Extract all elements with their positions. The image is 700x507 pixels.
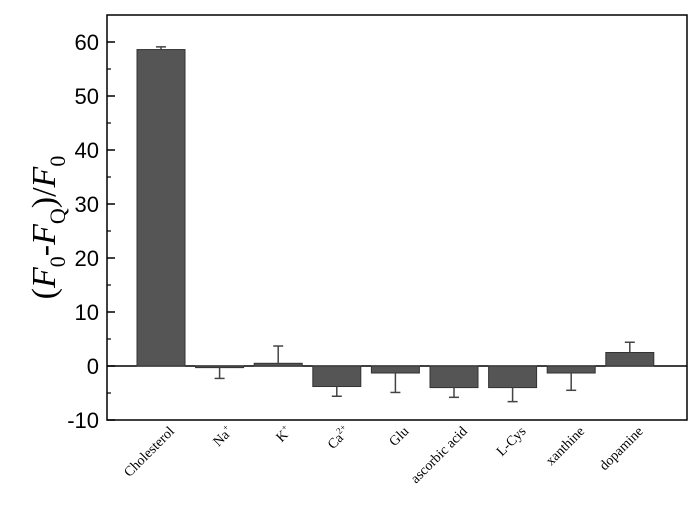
y-tick-label: 0 (87, 354, 99, 379)
category-label: xanthine (543, 424, 588, 469)
y-tick-label: -10 (67, 408, 99, 433)
y-tick-label: 50 (75, 84, 99, 109)
bar (136, 49, 186, 367)
y-tick-label: 20 (75, 246, 99, 271)
bar (488, 365, 538, 389)
category-label: Cholesterol (122, 424, 178, 480)
bar (546, 365, 596, 374)
category-label: Na+ (209, 422, 237, 450)
category-label: Ca2+ (323, 422, 354, 453)
plot-frame (106, 14, 688, 421)
bar (605, 352, 655, 367)
y-tick-label: 60 (75, 30, 99, 55)
bar (253, 362, 303, 367)
bar (195, 365, 245, 369)
category-label: dopamine (597, 424, 647, 474)
y-axis-label: (F0-FQ)/F0 (26, 156, 70, 300)
plot-border (106, 14, 688, 421)
bar (370, 365, 420, 374)
y-tick-label: 40 (75, 138, 99, 163)
category-label: K+ (272, 422, 295, 445)
category-label: ascorbic acid (408, 424, 471, 487)
category-label: Glu (387, 424, 412, 449)
y-tick-label: 30 (75, 192, 99, 217)
y-axis-ticks: -10 0 10 20 30 40 50 60 (67, 30, 115, 433)
bars (136, 49, 655, 389)
bar (312, 365, 362, 388)
y-tick-label: 10 (75, 300, 99, 325)
bar (429, 365, 479, 389)
y-axis-title: (F0-FQ)/F0 (26, 156, 70, 300)
error-bars (156, 46, 635, 403)
category-label: L-Cys (494, 424, 529, 459)
